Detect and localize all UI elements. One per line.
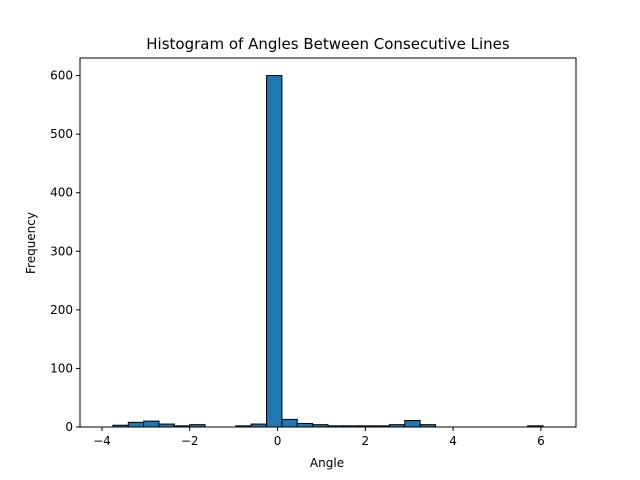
x-tick-label: −4 <box>93 434 111 448</box>
histogram-bar <box>143 420 160 428</box>
chart-title: Histogram of Angles Between Consecutive … <box>146 35 510 53</box>
y-tick-label: 500 <box>50 127 73 141</box>
plot-frame <box>79 57 577 428</box>
histogram-bar <box>127 421 145 428</box>
x-axis: −4 −2 0 2 4 6 <box>93 427 545 448</box>
x-tick-label: 6 <box>537 434 545 448</box>
histogram-bar <box>266 75 283 428</box>
y-tick-label: 300 <box>50 244 73 258</box>
x-tick-label: 2 <box>361 434 369 448</box>
x-tick-label: 0 <box>274 434 282 448</box>
y-tick-label: 600 <box>50 69 73 83</box>
histogram-bar <box>404 420 421 428</box>
y-tick-label: 100 <box>50 361 73 375</box>
y-tick-label: 0 <box>65 420 73 434</box>
y-axis: 0 100 200 300 400 500 600 <box>50 69 80 434</box>
histogram-bar <box>281 418 298 428</box>
y-axis-label: Frequency <box>24 212 38 274</box>
y-tick-label: 200 <box>50 303 73 317</box>
x-tick-label: −2 <box>181 434 199 448</box>
y-tick-label: 400 <box>50 186 73 200</box>
x-axis-label: Angle <box>310 456 344 470</box>
bars-group <box>112 75 544 428</box>
x-tick-label: 4 <box>449 434 457 448</box>
histogram-bar <box>296 422 314 428</box>
